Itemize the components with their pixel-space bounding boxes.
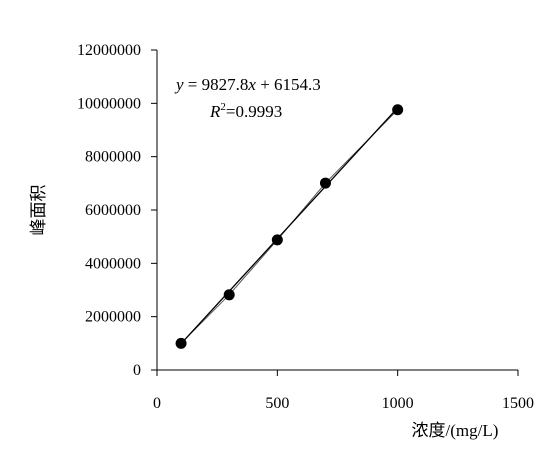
x-axis-title: 浓度/(mg/L) (412, 421, 499, 440)
y-axis-title: 峰面积 (29, 185, 48, 236)
trendline-group (180, 107, 399, 345)
y-tick-label: 10000000 (77, 95, 141, 112)
x-tick-label: 1000 (382, 395, 414, 412)
x-tick-label: 500 (265, 395, 289, 412)
y-tick-label: 12000000 (77, 42, 141, 59)
data-point (223, 289, 235, 301)
data-point (175, 337, 187, 349)
x-tick-label: 1500 (502, 395, 534, 412)
trend-equation: y = 9827.8x + 6154.3 (174, 75, 321, 94)
trendline (180, 107, 399, 345)
axes (156, 50, 518, 371)
x-tick-label: 0 (153, 395, 161, 412)
y-tick-label: 6000000 (85, 202, 141, 219)
data-point (271, 234, 283, 246)
y-tick-label: 0 (133, 362, 141, 379)
data-point (392, 104, 404, 116)
tick-marks (151, 49, 519, 376)
r-squared: R2=0.9993 (209, 101, 282, 121)
data-points (175, 104, 404, 349)
tick-labels: 0 2000000 4000000 6000000 8000000 10000000 120… (77, 42, 534, 412)
data-point (319, 177, 331, 189)
y-tick-label: 4000000 (85, 255, 141, 272)
y-tick-label: 8000000 (85, 149, 141, 166)
y-tick-label: 2000000 (85, 309, 141, 326)
